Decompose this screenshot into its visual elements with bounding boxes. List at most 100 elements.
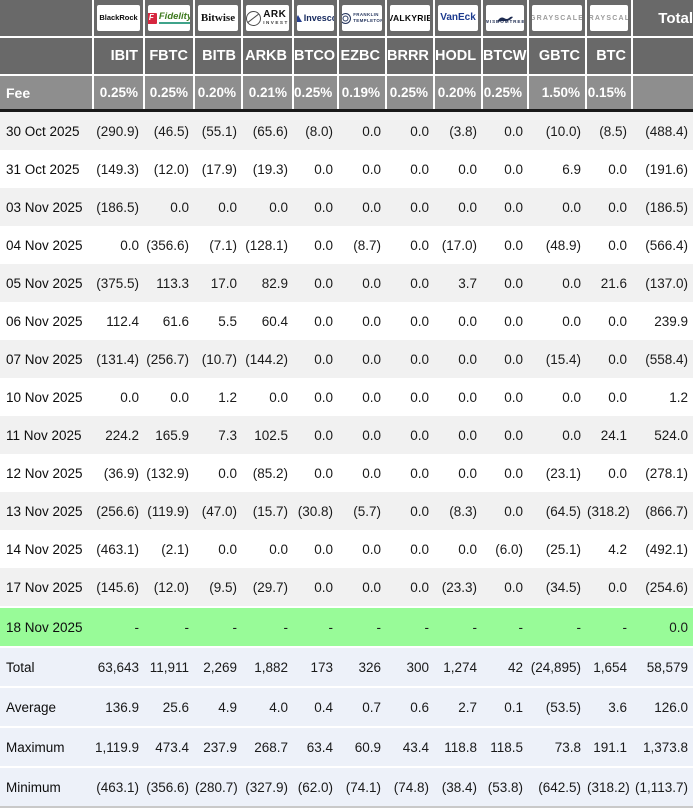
value-cell: 0.0 bbox=[504, 389, 523, 405]
value-cell: 63.4 bbox=[306, 739, 333, 755]
fidelity-f-icon: F bbox=[148, 12, 157, 24]
value-cell: - bbox=[472, 619, 478, 635]
fee-hodl: 0.20% bbox=[434, 75, 483, 112]
summary-label: Total bbox=[6, 659, 35, 675]
flow-row: 12 Nov 2025 (36.9) (132.9) 0.0 (85.2) 0.0 0.0 0… bbox=[0, 454, 693, 492]
value-cell: 1,654 bbox=[593, 659, 627, 675]
fidelity-logo: F Fidelity bbox=[148, 5, 190, 31]
value-cell: 60.4 bbox=[261, 313, 288, 329]
value-cell: 0.0 bbox=[362, 161, 381, 177]
date-label: 14 Nov 2025 bbox=[6, 541, 83, 557]
bitb-logo-cell: Bitwise bbox=[194, 0, 243, 38]
value-cell: 0.0 bbox=[504, 199, 523, 215]
value-cell: (128.1) bbox=[245, 237, 288, 253]
value-cell: (23.3) bbox=[441, 579, 477, 595]
value-cell: 0.0 bbox=[410, 541, 429, 557]
value-cell: - bbox=[576, 619, 582, 635]
fee-ibit: 0.25% bbox=[93, 75, 145, 112]
value-cell: 61.6 bbox=[162, 313, 189, 329]
value-cell: 0.0 bbox=[504, 579, 523, 595]
value-cell: - bbox=[376, 619, 382, 635]
logo-text: GRAYSCALE bbox=[532, 14, 582, 22]
value-cell: (256.7) bbox=[146, 351, 189, 367]
value-cell: (10.7) bbox=[201, 351, 237, 367]
vaneck-logo: VanEck bbox=[438, 5, 478, 31]
value-cell: 0.0 bbox=[269, 541, 288, 557]
value-cell: (2.1) bbox=[161, 541, 189, 557]
value-cell: 0.0 bbox=[608, 199, 627, 215]
value-cell: 3.7 bbox=[458, 275, 477, 291]
value-cell: 4.0 bbox=[269, 699, 288, 715]
value-cell: 0.6 bbox=[410, 699, 429, 715]
value-cell: - bbox=[283, 619, 289, 635]
value-cell: 17.0 bbox=[210, 275, 237, 291]
value-cell: 0.0 bbox=[608, 237, 627, 253]
wisdomtree-logo: WISDOMTREE bbox=[486, 5, 524, 31]
fee-ezbc: 0.19% bbox=[338, 75, 387, 112]
value-cell: 0.0 bbox=[269, 199, 288, 215]
value-cell: (290.9) bbox=[96, 123, 139, 139]
value-cell: 0.0 bbox=[458, 161, 477, 177]
value-cell: 0.0 bbox=[562, 275, 581, 291]
value-cell: - bbox=[622, 619, 628, 635]
value-cell: (62.0) bbox=[297, 779, 333, 795]
value-cell: 0.0 bbox=[608, 579, 627, 595]
provider-logo-row: BlackRock F Fidelity Bitwise ARK INVEST Invesc… bbox=[0, 0, 693, 38]
fee-total-empty bbox=[632, 75, 693, 112]
value-cell: 0.0 bbox=[410, 313, 429, 329]
value-cell: (12.0) bbox=[153, 161, 189, 177]
flow-row: 13 Nov 2025 (256.6) (119.9) (47.0) (15.7) (30… bbox=[0, 492, 693, 530]
total-value-cell: (254.6) bbox=[645, 579, 688, 595]
blackrock-logo: BlackRock bbox=[97, 5, 140, 31]
flow-row: 18 Nov 2025 - - - - - - - - - - - 0.0 bbox=[0, 607, 693, 647]
value-cell: 0.0 bbox=[410, 237, 429, 253]
invesco-logo: Invesco bbox=[297, 5, 334, 31]
date-label: 06 Nov 2025 bbox=[6, 313, 83, 329]
value-cell: (463.1) bbox=[96, 541, 139, 557]
value-cell: - bbox=[184, 619, 190, 635]
value-cell: 0.0 bbox=[314, 579, 333, 595]
value-cell: (327.9) bbox=[245, 779, 288, 795]
value-cell: 0.0 bbox=[410, 427, 429, 443]
value-cell: 0.0 bbox=[170, 389, 189, 405]
gbtc-logo-cell: GRAYSCALE bbox=[528, 0, 587, 38]
value-cell: (46.5) bbox=[153, 123, 189, 139]
value-cell: 473.4 bbox=[155, 739, 189, 755]
value-cell: 0.0 bbox=[608, 465, 627, 481]
value-cell: (8.3) bbox=[449, 503, 477, 519]
value-cell: 0.0 bbox=[410, 389, 429, 405]
ticker-hodl: HODL bbox=[434, 37, 483, 76]
value-cell: 0.0 bbox=[314, 541, 333, 557]
date-label: 31 Oct 2025 bbox=[6, 161, 80, 177]
value-cell: (149.3) bbox=[96, 161, 139, 177]
grayscale-logo: GRAYSCALE bbox=[590, 5, 628, 31]
flow-row: 10 Nov 2025 0.0 0.0 1.2 0.0 0.0 0.0 0.0 0.0 0.0 0.… bbox=[0, 378, 693, 416]
value-cell: (642.5) bbox=[538, 779, 581, 795]
value-cell: - bbox=[232, 619, 238, 635]
logo-text: WISDOMTREE bbox=[486, 19, 524, 25]
ticker-ibit: IBIT bbox=[93, 37, 145, 76]
value-cell: 0.0 bbox=[410, 503, 429, 519]
logo-text: Fidelity bbox=[158, 12, 190, 25]
logo-text: VALKYRIE bbox=[390, 12, 430, 23]
value-cell: 326 bbox=[358, 659, 381, 675]
value-cell: (12.0) bbox=[153, 579, 189, 595]
value-cell: 24.1 bbox=[600, 427, 627, 443]
value-cell: 0.0 bbox=[314, 389, 333, 405]
total-value-cell: 58,579 bbox=[646, 659, 688, 675]
total-value-cell: (488.4) bbox=[645, 123, 688, 139]
value-cell: 0.0 bbox=[314, 275, 333, 291]
value-cell: 7.3 bbox=[218, 427, 237, 443]
fee-btc: 0.15% bbox=[586, 75, 633, 112]
value-cell: 0.0 bbox=[120, 389, 139, 405]
ticker-row: IBIT FBTC BITB ARKB BTCO EZBC BRRR HODL BTCW GBTC… bbox=[0, 37, 693, 76]
fee-gbtc: 1.50% bbox=[528, 75, 587, 112]
value-cell: 0.0 bbox=[562, 389, 581, 405]
value-cell: 0.0 bbox=[608, 389, 627, 405]
wisdomtree-tree-icon bbox=[496, 11, 514, 23]
value-cell: 0.0 bbox=[362, 541, 381, 557]
fee-bitb: 0.20% bbox=[194, 75, 243, 112]
logo-text: Bitwise bbox=[200, 11, 236, 24]
fee-btco: 0.25% bbox=[293, 75, 339, 112]
